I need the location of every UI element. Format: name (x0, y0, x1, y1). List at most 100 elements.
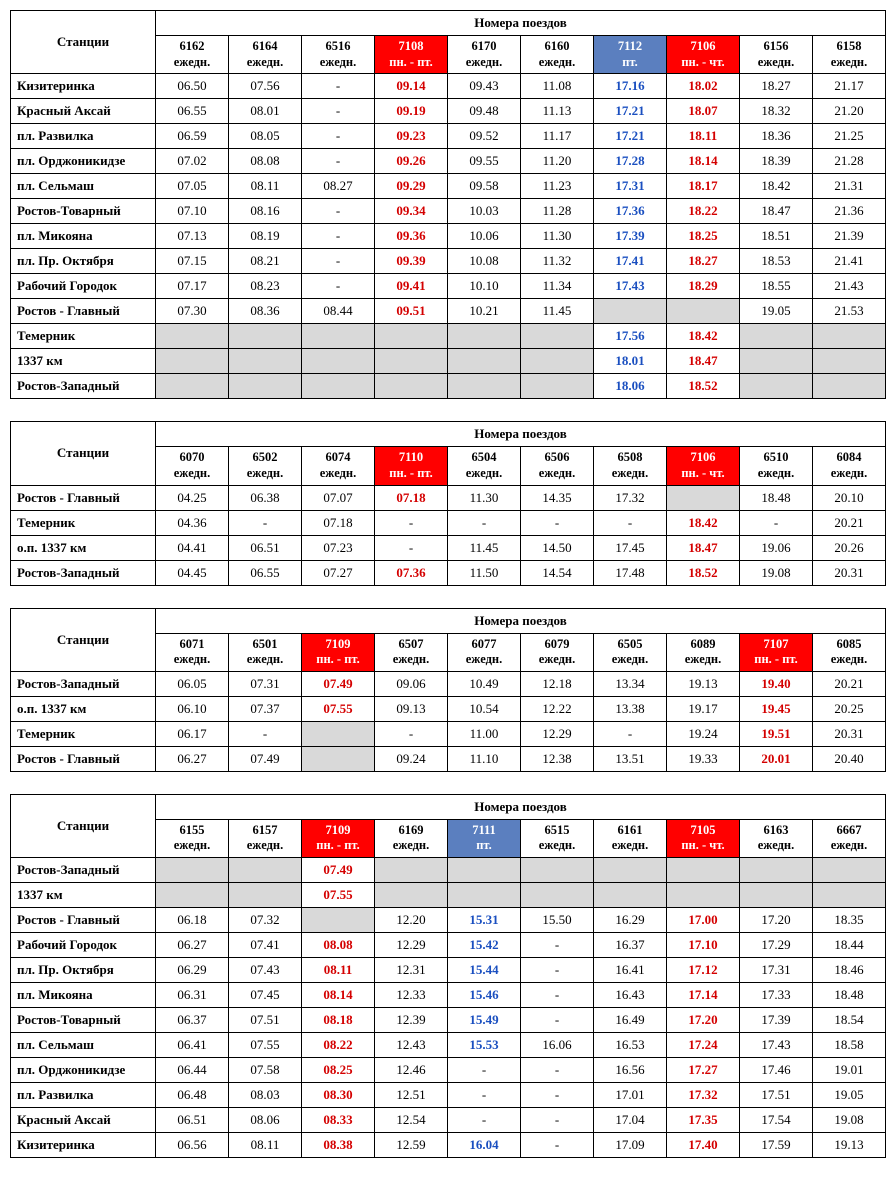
time-cell: 18.47 (667, 535, 740, 560)
time-cell (667, 485, 740, 510)
time-cell: 08.03 (229, 1083, 302, 1108)
time-cell: 07.02 (156, 149, 229, 174)
time-cell: - (302, 199, 375, 224)
time-cell: 17.28 (594, 149, 667, 174)
time-cell: 17.46 (740, 1058, 813, 1083)
time-cell: 17.39 (740, 1008, 813, 1033)
time-cell: - (375, 510, 448, 535)
time-cell: 11.45 (448, 535, 521, 560)
time-cell: 17.04 (594, 1108, 667, 1133)
time-cell (375, 324, 448, 349)
time-cell: 19.01 (813, 1058, 886, 1083)
time-cell (156, 883, 229, 908)
time-cell: 09.19 (375, 99, 448, 124)
time-cell: 07.10 (156, 199, 229, 224)
train-col-head: 6085ежедн. (813, 633, 886, 671)
time-cell: 19.40 (740, 671, 813, 696)
time-cell: - (302, 274, 375, 299)
time-cell: 08.11 (229, 174, 302, 199)
station-name: 1337 км (11, 349, 156, 374)
time-cell: 12.29 (521, 721, 594, 746)
train-col-head: 7106пн. - чт. (667, 36, 740, 74)
time-cell (521, 349, 594, 374)
station-name: Ростов - Главный (11, 908, 156, 933)
time-cell: 08.21 (229, 249, 302, 274)
time-cell: 09.55 (448, 149, 521, 174)
trains-header: Номера поездов (156, 422, 886, 447)
station-name: 1337 км (11, 883, 156, 908)
time-cell: 18.51 (740, 224, 813, 249)
station-name: Ростов-Западный (11, 858, 156, 883)
time-cell: 06.38 (229, 485, 302, 510)
train-col-head: 6160ежедн. (521, 36, 594, 74)
time-cell: 17.27 (667, 1058, 740, 1083)
time-cell: 09.29 (375, 174, 448, 199)
time-cell: 20.26 (813, 535, 886, 560)
station-name: пл. Развилка (11, 1083, 156, 1108)
time-cell: - (302, 74, 375, 99)
time-cell: 07.49 (229, 746, 302, 771)
time-cell: 18.07 (667, 99, 740, 124)
train-col-head: 6508ежедн. (594, 447, 667, 485)
time-cell: 04.25 (156, 485, 229, 510)
time-cell: 07.15 (156, 249, 229, 274)
time-cell: 18.52 (667, 560, 740, 585)
time-cell: 11.10 (448, 746, 521, 771)
time-cell (813, 349, 886, 374)
station-name: Ростов-Товарный (11, 199, 156, 224)
time-cell: 09.24 (375, 746, 448, 771)
time-cell: 07.56 (229, 74, 302, 99)
station-name: пл. Пр. Октября (11, 958, 156, 983)
time-cell: 20.21 (813, 510, 886, 535)
time-cell: 09.58 (448, 174, 521, 199)
time-cell (156, 349, 229, 374)
time-cell: 17.20 (667, 1008, 740, 1033)
train-col-head: 6089ежедн. (667, 633, 740, 671)
time-cell: - (521, 933, 594, 958)
time-cell: 07.51 (229, 1008, 302, 1033)
train-col-head: 6502ежедн. (229, 447, 302, 485)
time-cell: 17.09 (594, 1133, 667, 1158)
time-cell (302, 908, 375, 933)
time-cell (740, 349, 813, 374)
time-cell: 18.52 (667, 374, 740, 399)
time-cell: 16.06 (521, 1033, 594, 1058)
time-cell: - (740, 510, 813, 535)
time-cell: 18.58 (813, 1033, 886, 1058)
time-cell (667, 858, 740, 883)
station-name: Красный Аксай (11, 99, 156, 124)
station-name: о.п. 1337 км (11, 696, 156, 721)
time-cell: 19.17 (667, 696, 740, 721)
time-cell: 20.01 (740, 746, 813, 771)
time-cell: - (302, 124, 375, 149)
station-name: Ростов - Главный (11, 746, 156, 771)
time-cell: 12.33 (375, 983, 448, 1008)
time-cell: 07.18 (375, 485, 448, 510)
time-cell: 11.20 (521, 149, 594, 174)
time-cell: 20.21 (813, 671, 886, 696)
time-cell: - (521, 510, 594, 535)
time-cell: 07.18 (302, 510, 375, 535)
time-cell: 17.01 (594, 1083, 667, 1108)
time-cell (813, 858, 886, 883)
time-cell: 19.51 (740, 721, 813, 746)
time-cell: 14.54 (521, 560, 594, 585)
time-cell: 12.29 (375, 933, 448, 958)
time-cell: 08.11 (302, 958, 375, 983)
time-cell (448, 883, 521, 908)
time-cell: 09.48 (448, 99, 521, 124)
train-col-head: 7110пн. - пт. (375, 447, 448, 485)
time-cell: - (375, 535, 448, 560)
time-cell: 09.41 (375, 274, 448, 299)
train-col-head: 6162ежедн. (156, 36, 229, 74)
station-name: Ростов - Главный (11, 485, 156, 510)
station-name: Рабочий Городок (11, 933, 156, 958)
time-cell: 06.31 (156, 983, 229, 1008)
time-cell: 19.08 (813, 1108, 886, 1133)
time-cell: 18.42 (667, 324, 740, 349)
time-cell: 17.31 (594, 174, 667, 199)
time-cell: 08.18 (302, 1008, 375, 1033)
time-cell: 19.06 (740, 535, 813, 560)
time-cell: 19.13 (667, 671, 740, 696)
time-cell (813, 374, 886, 399)
